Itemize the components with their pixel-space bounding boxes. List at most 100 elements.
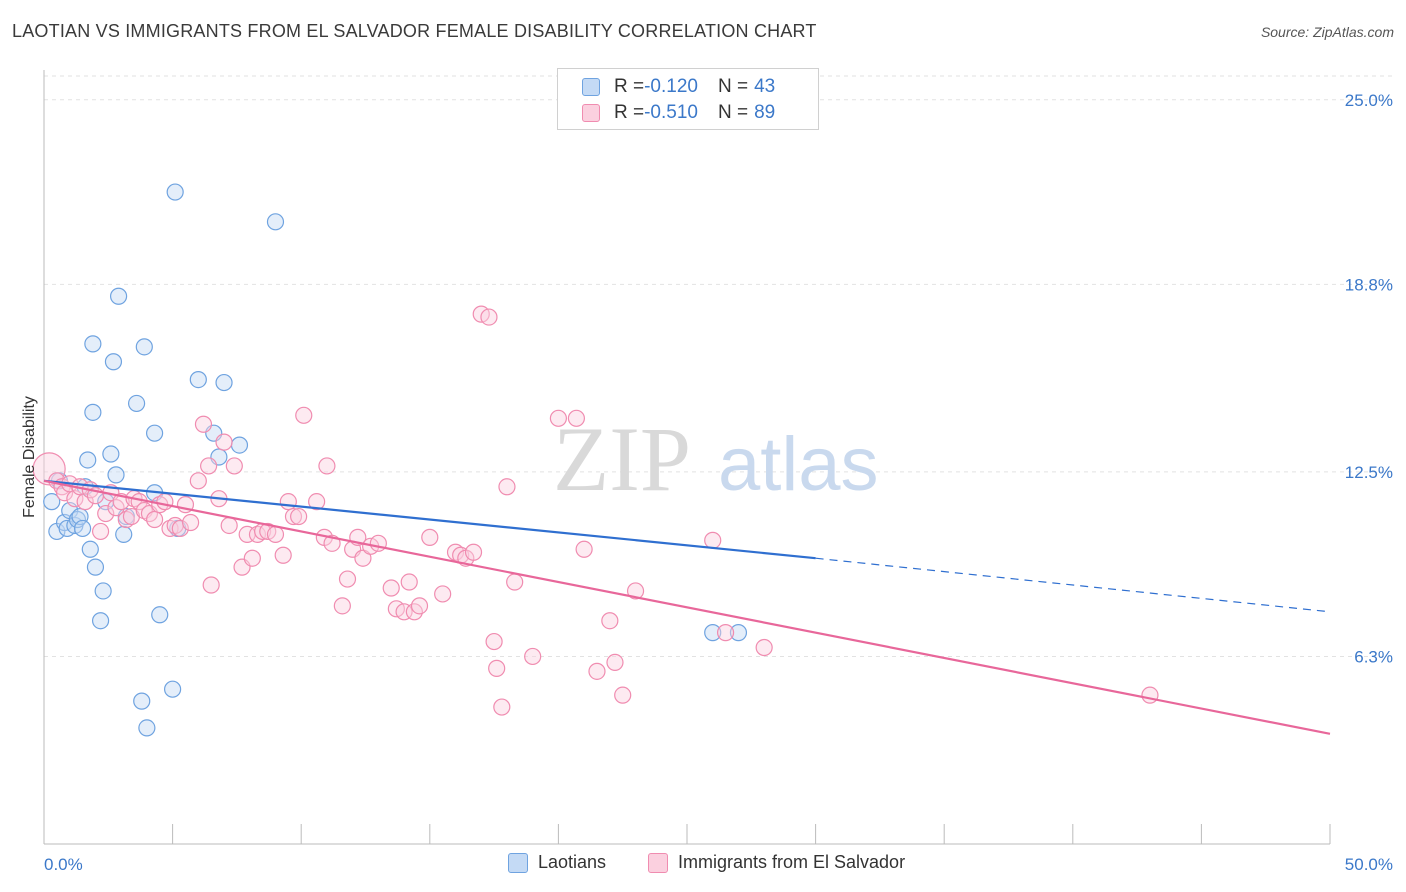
x-tick-label-end: 50.0% (1345, 855, 1393, 874)
point-el-salvador (333, 597, 351, 615)
point-laotians (215, 373, 233, 392)
point-el-salvador (189, 472, 207, 490)
point-el-salvador (524, 647, 542, 666)
legend-n-value: 89 (754, 102, 776, 123)
legend-n-label: N = (717, 76, 749, 97)
axes (43, 70, 1331, 845)
legend-label-el-salvador: Immigrants from El Salvador (678, 852, 906, 872)
legend-item-laotians[interactable]: Laotians (508, 852, 606, 873)
point-el-salvador (274, 546, 292, 564)
point-el-salvador (614, 686, 632, 704)
point-el-salvador (716, 624, 735, 642)
point-el-salvador (626, 582, 645, 600)
point-el-salvador (171, 519, 189, 538)
point-el-salvador (549, 409, 568, 427)
point-el-salvador (32, 452, 66, 486)
point-el-salvador (755, 638, 773, 657)
point-el-salvador (369, 534, 387, 552)
point-laotians (86, 558, 105, 576)
point-laotians (68, 510, 87, 529)
point-el-salvador (91, 522, 110, 541)
legend-r-label: R = (614, 76, 645, 97)
legend-r-value: -0.510 (644, 102, 698, 123)
point-el-salvador (295, 406, 313, 424)
legend-swatch-el-salvador (648, 852, 668, 873)
y-tick-labels: 25.0% 18.8% 12.5% 6.3% (1345, 91, 1393, 667)
point-el-salvador (117, 510, 135, 529)
point-el-salvador (354, 549, 372, 567)
watermark-atlas: atlas (718, 422, 879, 507)
y-tick-label: 12.5% (1345, 463, 1393, 482)
x-tick-labels: 0.0% 50.0% (44, 855, 1393, 874)
point-laotians (115, 525, 133, 544)
point-el-salvador (97, 504, 115, 523)
point-laotians (230, 436, 249, 454)
point-el-salvador (1141, 686, 1159, 704)
point-laotians (84, 335, 102, 353)
point-laotians (138, 719, 156, 737)
point-el-salvador (290, 507, 308, 526)
legend-r-label: R = (614, 102, 645, 123)
point-el-salvador (410, 597, 429, 615)
point-el-salvador (488, 659, 506, 677)
point-laotians (84, 403, 102, 421)
point-el-salvador (588, 662, 606, 680)
legend-item-el-salvador[interactable]: Immigrants from El Salvador (648, 852, 905, 873)
point-el-salvador (575, 540, 593, 558)
trend-lines (43, 479, 1331, 735)
y-tick-label: 18.8% (1345, 275, 1393, 294)
watermark: ZIP atlas (553, 408, 879, 510)
point-el-salvador (318, 457, 336, 475)
x-tick-label-start: 0.0% (44, 855, 83, 874)
y-tick-label: 25.0% (1345, 91, 1393, 110)
legend-label-laotians: Laotians (538, 852, 607, 872)
point-el-salvador (485, 632, 503, 651)
point-el-salvador (220, 516, 238, 535)
point-laotians (166, 183, 184, 201)
point-laotians (127, 394, 146, 413)
point-el-salvador (498, 478, 516, 496)
point-laotians (729, 624, 748, 642)
legend-row-laotians: R = -0.120 N = 43 (582, 75, 775, 99)
point-laotians (266, 213, 285, 231)
trend-line-laotians (43, 479, 816, 560)
point-laotians (109, 287, 128, 305)
point-el-salvador (601, 612, 619, 630)
trend-line-el-salvador (43, 479, 1331, 735)
point-el-salvador (194, 415, 213, 433)
point-el-salvador (400, 573, 418, 591)
point-el-salvador (279, 493, 297, 511)
point-el-salvador (284, 507, 303, 526)
point-el-salvador (145, 510, 164, 529)
point-laotians (43, 493, 61, 511)
chart-title: LAOTIAN VS IMMIGRANTS FROM EL SALVADOR F… (12, 21, 817, 41)
legend-swatch-el-salvador (582, 104, 600, 122)
point-laotians (104, 353, 123, 371)
point-laotians (133, 692, 151, 710)
point-el-salvador (567, 409, 586, 427)
point-el-salvador (266, 525, 285, 544)
point-laotians (81, 540, 99, 558)
point-el-salvador (215, 433, 233, 451)
point-laotians (91, 612, 110, 630)
point-el-salvador (243, 549, 261, 567)
point-el-salvador (202, 576, 220, 594)
point-el-salvador (182, 513, 200, 532)
point-el-salvador (308, 493, 326, 511)
point-laotians (164, 680, 182, 698)
legend-swatch-laotians (582, 78, 600, 96)
point-el-salvador (464, 543, 483, 561)
point-laotians (135, 338, 153, 356)
watermark-zip: ZIP (553, 408, 691, 510)
legend-swatch-laotians (508, 852, 528, 873)
point-laotians (73, 519, 92, 538)
series-legend: Laotians Immigrants from El Salvador (0, 852, 1406, 876)
legend-row-el-salvador: R = -0.510 N = 89 (582, 101, 775, 125)
point-el-salvador (506, 573, 524, 591)
point-el-salvador (338, 570, 357, 588)
legend-n-value: 43 (754, 76, 776, 97)
point-laotians (102, 445, 120, 463)
legend-r-value: -0.120 (644, 76, 698, 97)
point-laotians (189, 371, 207, 389)
